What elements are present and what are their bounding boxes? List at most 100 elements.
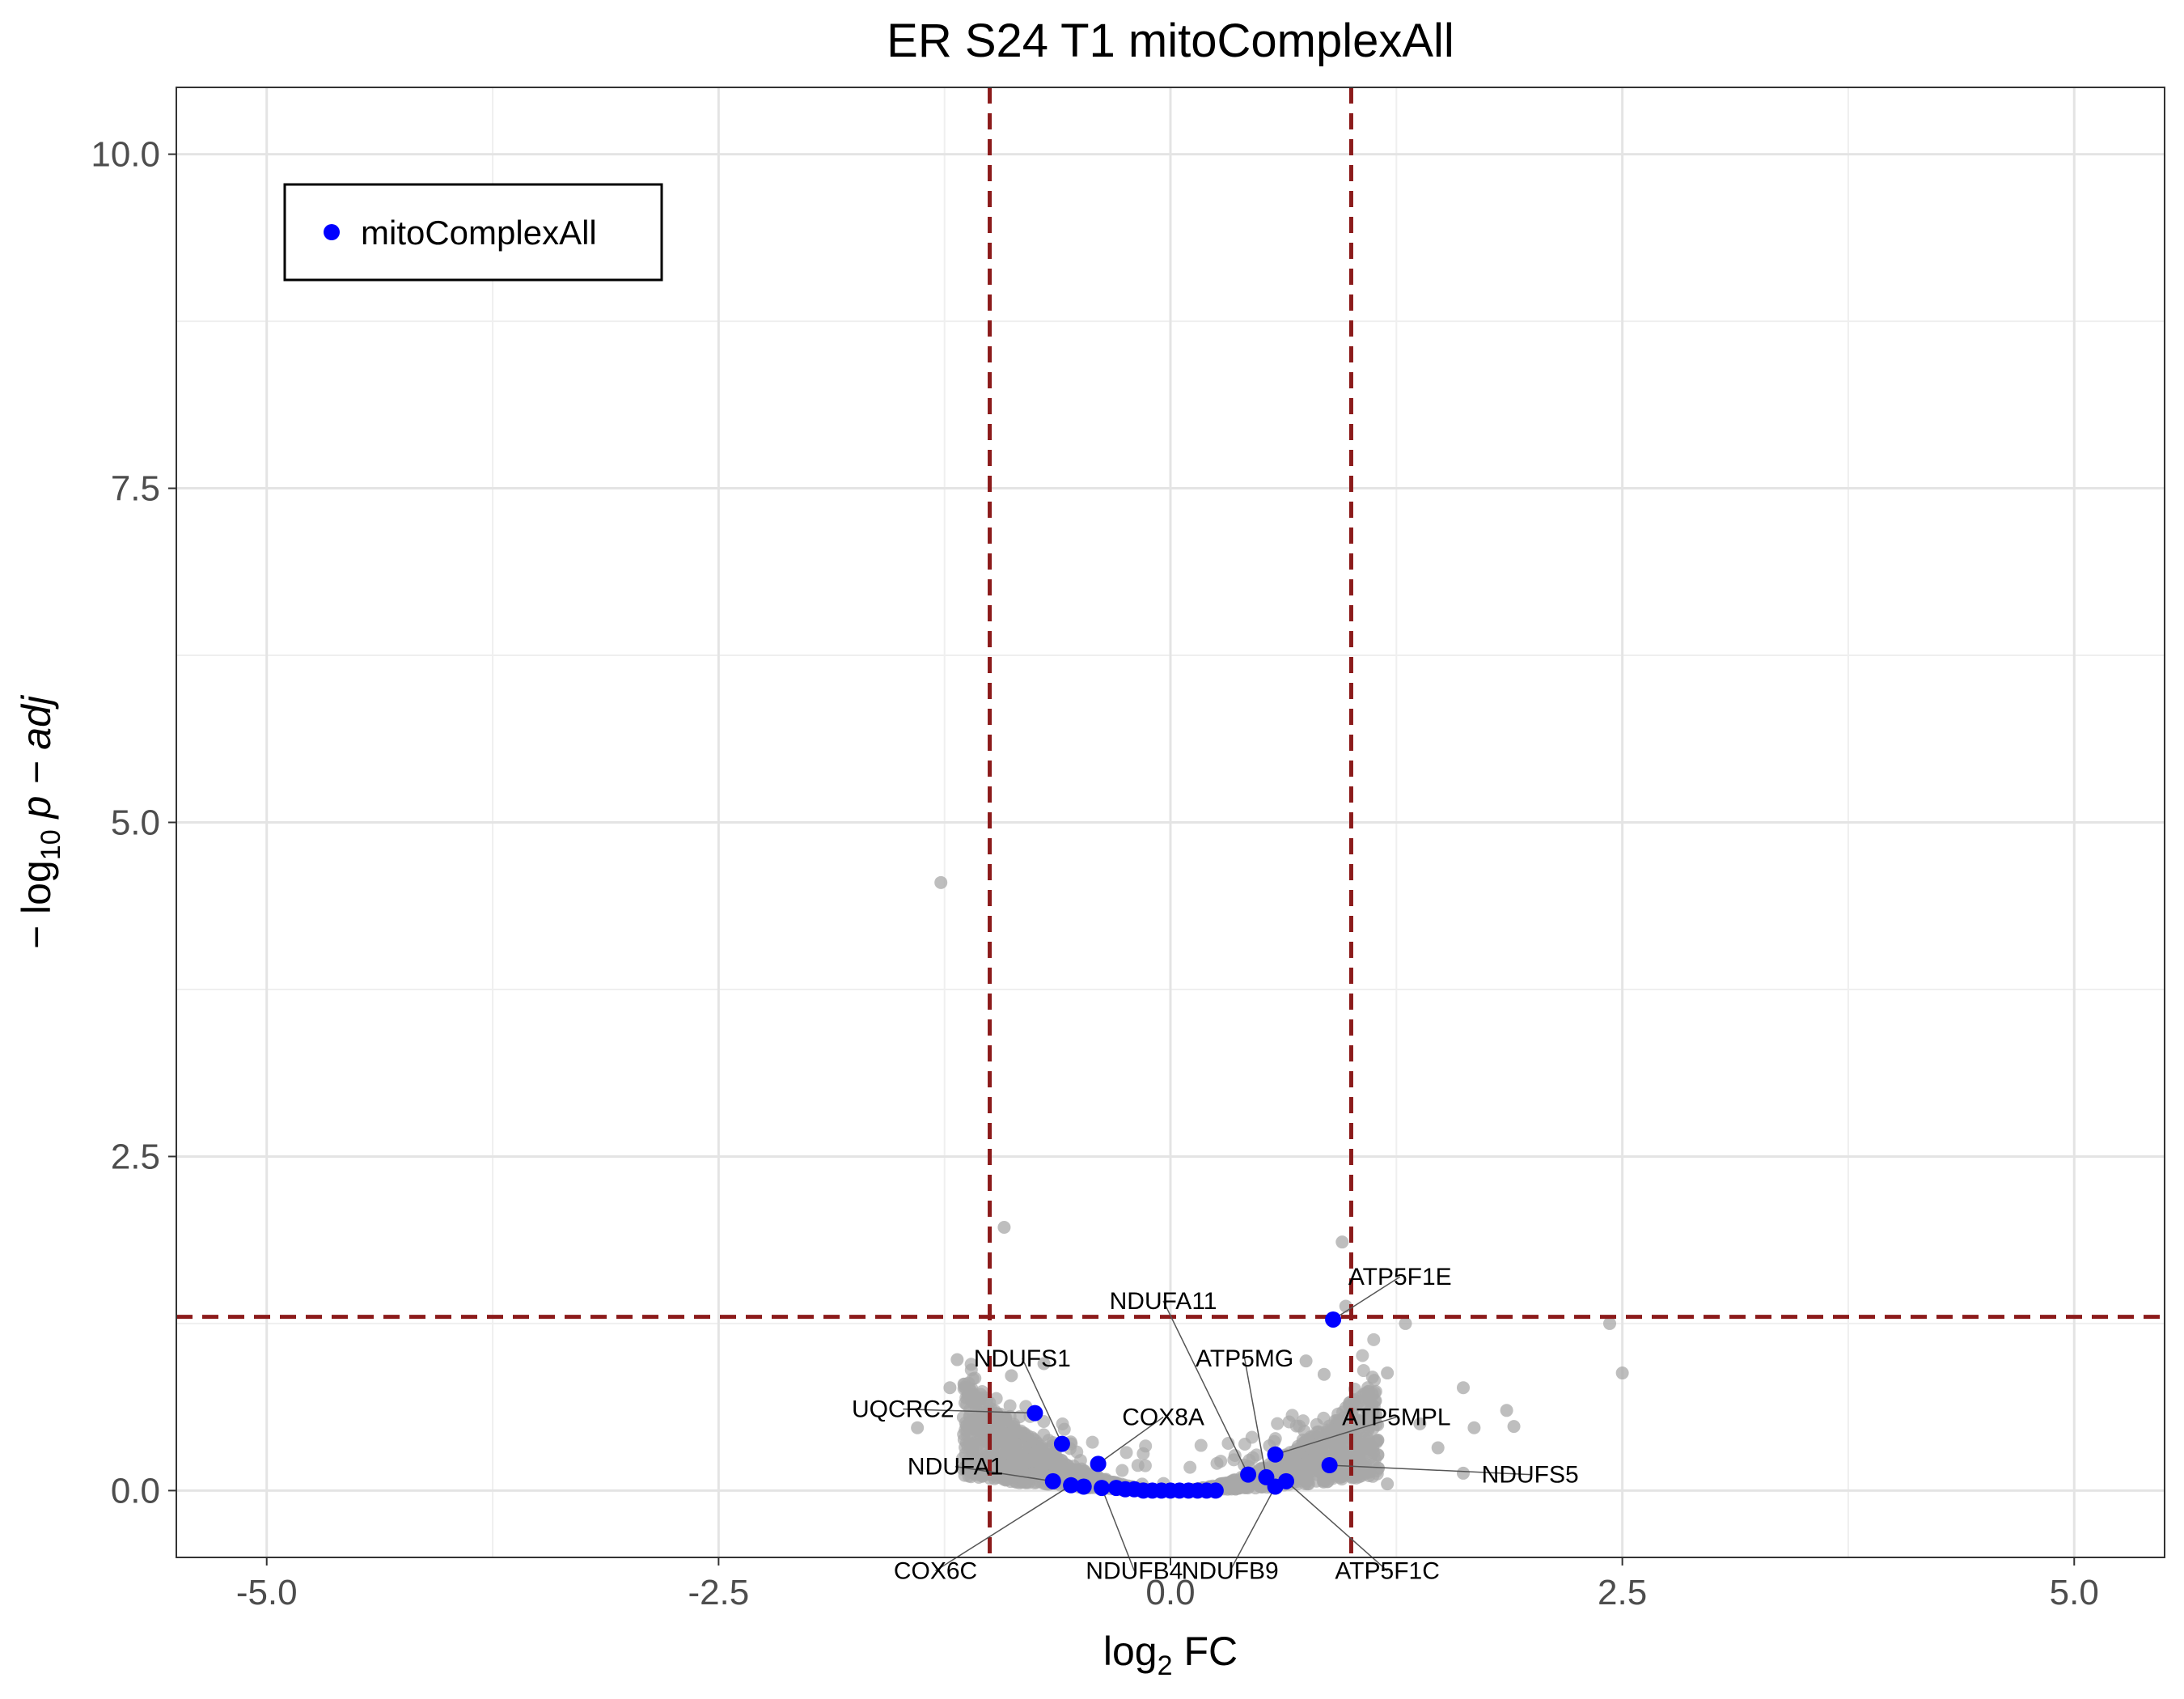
background-point (1359, 1401, 1373, 1415)
gene-label-connector (1243, 1358, 1268, 1478)
background-point (1000, 1472, 1014, 1486)
background-point (1353, 1433, 1367, 1447)
mito-complex-points (1026, 1311, 1342, 1499)
background-point (1305, 1437, 1318, 1451)
background-point (1115, 1464, 1129, 1477)
background-point (1357, 1364, 1370, 1378)
gene-label-connector (954, 1465, 1053, 1482)
gene-label-connector (935, 1485, 1072, 1572)
mito-complex-point (1075, 1478, 1092, 1495)
background-point (943, 1381, 957, 1395)
axes: -5.0 -2.5 0.0 2.5 5.0 0.0 2.5 5.0 7.5 10.0 log2 FC… (14, 135, 2099, 1681)
background-point (1399, 1316, 1412, 1330)
background-point (1035, 1443, 1049, 1456)
background-point (1359, 1388, 1373, 1401)
background-point (1018, 1441, 1032, 1455)
background-point (1003, 1399, 1017, 1413)
gene-label-connectors (903, 1276, 1530, 1572)
background-point (1367, 1333, 1381, 1346)
gene-label: COX6C (894, 1558, 977, 1585)
background-point (961, 1429, 975, 1443)
gene-labels: ATP5F1E NDUFA11 ATP5MG NDUFS1 UQCRC2 COX8A ATP… (852, 1264, 1579, 1584)
gene-label: NDUFB9 (1182, 1558, 1279, 1585)
background-point (1025, 1430, 1039, 1444)
background-point (1194, 1438, 1208, 1452)
chart-title: ER S24 T1 mitoComplexAll (887, 15, 1454, 67)
x-axis-title: log2 FC (1103, 1629, 1238, 1681)
background-point (989, 1418, 1003, 1432)
background-point (1500, 1404, 1513, 1417)
background-point (958, 1378, 971, 1392)
background-point (1002, 1447, 1016, 1460)
background-point (1369, 1434, 1383, 1448)
background-point (1369, 1394, 1382, 1408)
background-point (1317, 1367, 1331, 1381)
background-point (976, 1434, 990, 1447)
x-tick-label: 5.0 (2050, 1573, 2099, 1612)
background-point (997, 1221, 1011, 1235)
background-point (1057, 1422, 1071, 1436)
gene-label: NDUFA11 (1110, 1288, 1217, 1315)
background-point (1289, 1455, 1303, 1469)
background-point (1356, 1349, 1369, 1362)
mito-complex-point (1321, 1457, 1338, 1474)
background-point (1055, 1462, 1069, 1476)
background-point (1005, 1369, 1018, 1383)
gene-label-connector (1098, 1416, 1164, 1464)
background-point (1299, 1354, 1313, 1368)
background-point (1013, 1410, 1026, 1424)
background-point (1046, 1454, 1060, 1468)
mito-complex-point (1325, 1311, 1342, 1328)
mito-complex-point (1278, 1472, 1295, 1489)
gene-label: ATP5MPL (1342, 1405, 1451, 1431)
background-point (1228, 1481, 1242, 1494)
background-point (1353, 1443, 1367, 1457)
mito-complex-point (1044, 1472, 1061, 1489)
background-point (1037, 1357, 1051, 1371)
background-point (1321, 1423, 1335, 1437)
gene-label-connector (1022, 1358, 1063, 1444)
gene-label-connector (903, 1408, 1035, 1414)
background-point (974, 1388, 988, 1401)
mito-complex-point (1207, 1482, 1224, 1499)
background-point (1381, 1477, 1395, 1491)
background-point (1413, 1417, 1427, 1430)
mito-complex-point (1026, 1405, 1043, 1421)
background-point (1271, 1417, 1285, 1430)
background-point (1369, 1464, 1383, 1478)
background-point (1030, 1455, 1043, 1468)
background-point (983, 1396, 997, 1409)
background-point (1366, 1445, 1380, 1459)
gene-label-connector (1332, 1276, 1401, 1320)
background-point (1347, 1470, 1361, 1484)
gene-label: ATP5F1E (1348, 1264, 1452, 1290)
background-point (1138, 1459, 1152, 1472)
gene-label-connector (1275, 1416, 1397, 1455)
mito-complex-point (1063, 1477, 1080, 1494)
background-point (1293, 1419, 1306, 1433)
gene-label: NDUFB4 (1086, 1558, 1183, 1585)
background-point (1317, 1411, 1331, 1425)
legend-box (283, 183, 663, 282)
background-point (1456, 1381, 1470, 1395)
background-point (1067, 1463, 1081, 1477)
background-point (911, 1421, 925, 1434)
gene-label: NDUFS1 (974, 1345, 1071, 1372)
background-point (934, 875, 948, 889)
background-point (1282, 1415, 1296, 1429)
background-point (1381, 1366, 1395, 1380)
background-point (1086, 1435, 1099, 1449)
legend-key (324, 224, 340, 240)
background-point (1238, 1437, 1251, 1451)
background-point (1615, 1366, 1629, 1380)
x-tick-label: 2.5 (1598, 1573, 1647, 1612)
background-point (1183, 1460, 1197, 1474)
background-point (1306, 1460, 1320, 1473)
background-point (1139, 1439, 1153, 1453)
legend-label: mitoComplexAll (361, 214, 597, 252)
background-point (1602, 1316, 1616, 1330)
background-point (1431, 1441, 1445, 1455)
y-axis-title: − log10 p − adj (14, 694, 66, 949)
y-tick-label: 5.0 (111, 803, 160, 843)
